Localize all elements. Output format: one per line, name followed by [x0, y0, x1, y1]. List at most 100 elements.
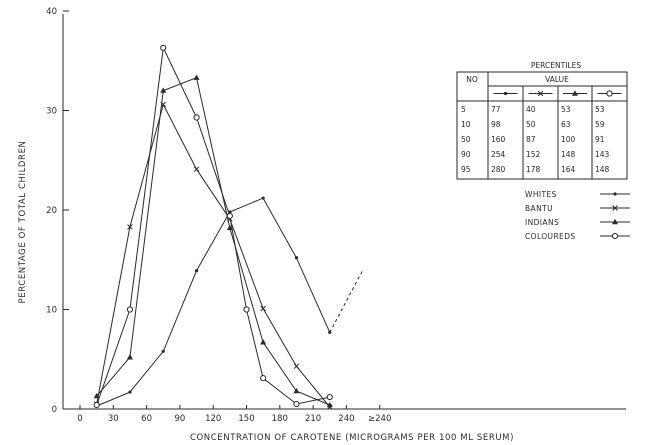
data-point-circle — [226, 212, 233, 220]
legend-label: INDIANS — [525, 218, 559, 227]
marker-stroke — [293, 363, 300, 369]
x-tick-label: 210 — [305, 414, 321, 424]
table-cell-value: 100 — [561, 135, 576, 144]
table-cell-value: 77 — [491, 105, 501, 114]
table-cell-value: 59 — [595, 120, 605, 129]
table-cell-value: 148 — [561, 150, 576, 159]
table-cell-no: 90 — [461, 150, 471, 159]
data-point-dot — [328, 330, 332, 334]
table-cell-no: 95 — [461, 165, 471, 174]
y-tick-label: 20 — [46, 206, 57, 216]
legend-label: COLOUREDS — [525, 232, 576, 241]
x-tick-label: 150 — [238, 414, 254, 424]
data-point-circle — [160, 44, 167, 51]
data-point-dot — [128, 390, 132, 394]
series-line — [96, 46, 330, 406]
series-whites — [95, 196, 364, 408]
data-point-dot — [294, 256, 299, 260]
data-point-triangle — [612, 218, 618, 225]
table-cell-value: 50 — [526, 120, 536, 129]
data-point-x — [293, 363, 300, 369]
x-tick-label: 30 — [108, 414, 119, 424]
table-cell-no: 10 — [461, 120, 471, 129]
table-cell-value: 40 — [526, 105, 536, 114]
y-ticks: 0 10 20 30 40 — [46, 7, 69, 415]
table-border — [456, 71, 628, 180]
table-cell-value: 87 — [526, 135, 536, 144]
legend-label: WHITES — [525, 190, 557, 199]
y-tick-label: 30 — [46, 107, 57, 117]
table-cell-value: 280 — [491, 165, 506, 174]
data-point-circle — [326, 393, 333, 401]
data-point-x — [260, 305, 266, 312]
data-point-dot — [503, 91, 508, 96]
series-indians — [93, 74, 333, 408]
table-header-no: NO — [466, 75, 478, 84]
x-axis-label: CONCENTRATION OF CAROTENE (MICROGRAMS PE… — [190, 433, 514, 443]
marker-stroke — [260, 305, 266, 312]
table-cell-value: 254 — [491, 150, 506, 159]
table-column-keys — [493, 90, 622, 97]
percentiles-table: PERCENTILES NO VALUE 5 77 40 53 53 10 98 50 63 59… — [456, 61, 628, 180]
data-point-triangle — [572, 90, 578, 96]
x-tick-label: 0 — [77, 414, 82, 424]
table-cell-value: 63 — [561, 120, 571, 129]
marker-stroke — [193, 166, 200, 172]
table-cell-value: 160 — [491, 135, 506, 144]
table-cell-value: 98 — [491, 120, 501, 129]
data-point-triangle — [193, 74, 200, 80]
series-line — [96, 77, 330, 406]
data-point-triangle — [126, 354, 133, 360]
table-cell-value: 91 — [595, 135, 605, 144]
series-group — [93, 44, 364, 410]
marker-stroke — [612, 205, 618, 211]
data-point-circle — [293, 400, 300, 408]
x-tick-label: 180 — [272, 414, 288, 424]
x-tick-label: 120 — [205, 414, 221, 424]
data-point-triangle — [293, 387, 300, 394]
data-point-x — [537, 90, 544, 97]
x-ticks: 0 30 60 90 120 150 180 210 240 ≥240 — [77, 405, 391, 424]
table-cell-value: 164 — [561, 165, 576, 174]
series-bantu — [93, 101, 333, 410]
table-rows: 5 77 40 53 53 10 98 50 63 59 50 160 87 100 91 90 254 152 1… — [461, 105, 610, 174]
data-point-circle — [243, 306, 250, 313]
table-cell-value: 53 — [561, 105, 571, 114]
table-cell-value: 178 — [526, 165, 541, 174]
x-tick-label: 90 — [174, 414, 185, 424]
data-point-circle — [193, 114, 200, 121]
data-point-circle — [93, 401, 100, 409]
y-tick-label: 40 — [46, 7, 57, 17]
table-cell-value: 143 — [595, 150, 610, 159]
table-cell-value: 53 — [595, 105, 605, 114]
series-coloureds — [93, 44, 333, 409]
data-point-dot — [161, 349, 165, 353]
data-point-circle — [126, 306, 134, 313]
legend-label: BANTU — [525, 204, 553, 213]
data-point-circle — [606, 90, 613, 97]
data-point-triangle — [93, 392, 100, 399]
table-cell-value: 148 — [595, 165, 610, 174]
data-point-triangle — [226, 224, 233, 231]
y-tick-label: 10 — [46, 306, 57, 316]
data-point-x — [193, 166, 200, 172]
series-line — [96, 103, 331, 408]
y-tick-label: 0 — [52, 405, 57, 415]
x-tick-label: ≥240 — [368, 414, 391, 424]
marker-stroke — [127, 224, 133, 230]
data-point-triangle — [160, 87, 167, 93]
table-cell-value: 152 — [526, 150, 541, 159]
data-point-circle — [260, 375, 267, 382]
x-tick-label: 240 — [338, 414, 354, 424]
data-point-triangle — [326, 401, 333, 408]
x-tick-label: 60 — [141, 414, 152, 424]
marker-stroke — [537, 90, 544, 97]
table-cell-no: 5 — [461, 105, 466, 114]
data-point-dot — [613, 192, 617, 196]
series-extension-dashed — [329, 269, 364, 333]
data-point-triangle — [260, 339, 267, 345]
legend: WHITES BANTU INDIANS COLOUREDS — [525, 190, 630, 241]
table-title: PERCENTILES — [531, 61, 581, 70]
data-point-circle — [611, 232, 619, 240]
